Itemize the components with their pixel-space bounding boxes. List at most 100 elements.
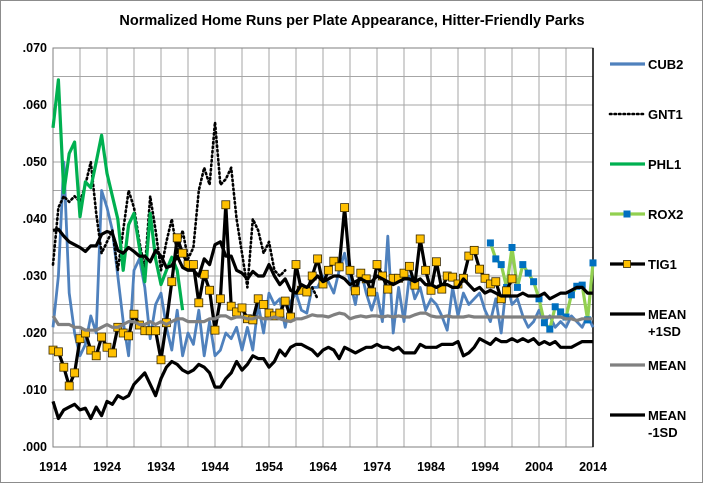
legend-label-line2: +1SD [648, 324, 681, 339]
legend-item-mean-1sd: MEAN -1SD [610, 408, 686, 440]
x-tick-label: 1974 [363, 460, 391, 474]
legend-label: MEAN [648, 408, 686, 423]
x-tick-label: 1984 [417, 460, 445, 474]
data-point-tig1 [167, 277, 177, 287]
data-point-tig1 [507, 274, 517, 284]
data-point-tig1 [421, 265, 431, 275]
series-line-mean [51, 311, 593, 332]
data-point-tig1 [291, 260, 301, 270]
legend: CUB2 GNT1 PHL1 ROX2 TIG1 MEAN +1SD MEAN MEAN -1SD [608, 57, 686, 440]
data-point-tig1 [151, 326, 161, 336]
data-point-tig1 [59, 362, 69, 372]
legend-item-phl1: PHL1 [610, 157, 681, 172]
data-point-tig1 [404, 261, 414, 271]
data-point-tig1 [129, 309, 139, 319]
legend-item-rox2: ROX2 [610, 207, 683, 222]
x-tick-label: 1954 [255, 460, 283, 474]
data-point-tig1 [302, 287, 312, 297]
legend-label: PHL1 [648, 157, 681, 172]
data-point-tig1 [448, 272, 458, 282]
data-point-tig1 [367, 287, 377, 297]
data-point-tig1 [275, 308, 285, 318]
data-point-rox2 [486, 239, 494, 247]
data-point-tig1 [70, 368, 79, 378]
series-phl1 [51, 78, 185, 311]
data-point-rox2 [540, 319, 548, 327]
series-group [48, 78, 597, 421]
data-point-tig1 [194, 298, 204, 308]
legend-item-cub2: CUB2 [610, 57, 683, 72]
data-point-tig1 [350, 286, 360, 296]
data-point-rox2 [492, 255, 500, 263]
data-point-rox2 [513, 283, 521, 291]
x-tick-label: 2004 [525, 460, 553, 474]
data-point-tig1 [491, 277, 501, 287]
data-point-rox2 [567, 291, 575, 299]
data-point-tig1 [102, 342, 112, 352]
data-point-tig1 [75, 334, 85, 344]
series-line-mean-1sd [51, 337, 593, 421]
y-tick-label: .030 [23, 269, 47, 283]
series-mean-1sd [51, 337, 593, 421]
data-point-tig1 [108, 348, 117, 358]
data-point-rox2 [535, 295, 543, 303]
data-point-tig1 [399, 268, 409, 278]
data-point-rox2 [557, 308, 565, 316]
data-point-tig1 [323, 265, 333, 275]
axes: .000 .010 .020 .030 .040 .050 .060 .070 1914 1924… [23, 41, 607, 474]
data-point-rox2 [589, 259, 597, 267]
data-point-tig1 [372, 260, 382, 270]
data-point-tig1 [356, 268, 366, 278]
legend-label: MEAN [648, 358, 686, 373]
data-point-tig1 [313, 254, 323, 264]
data-point-tig1 [215, 294, 225, 304]
data-point-tig1 [64, 381, 74, 391]
data-point-tig1 [91, 351, 101, 361]
x-tick-label: 1944 [201, 460, 229, 474]
data-point-rox2 [497, 261, 505, 269]
legend-label-line2: -1SD [648, 425, 678, 440]
legend-label: GNT1 [648, 107, 683, 122]
legend-item-tig1: TIG1 [610, 257, 677, 272]
data-point-tig1 [415, 234, 425, 244]
data-point-tig1 [383, 284, 393, 294]
x-tick-label: 2014 [579, 460, 607, 474]
series-line-gnt1 [51, 120, 319, 301]
x-tick-label: 1914 [39, 460, 67, 474]
data-point-tig1 [226, 301, 236, 311]
data-point-tig1 [221, 200, 231, 210]
data-point-tig1 [431, 257, 441, 267]
data-point-tig1 [502, 286, 512, 296]
legend-label: MEAN [648, 307, 686, 322]
data-point-rox2 [546, 325, 554, 333]
data-point-tig1 [54, 347, 63, 357]
data-point-tig1 [210, 325, 220, 335]
data-point-tig1 [178, 248, 188, 258]
data-point-tig1 [345, 265, 355, 275]
legend-item-mean-1sd: MEAN +1SD [610, 307, 686, 339]
data-point-tig1 [259, 300, 269, 309]
legend-marker-tig1 [623, 260, 631, 268]
legend-label: ROX2 [648, 207, 683, 222]
x-tick-label: 1994 [471, 460, 499, 474]
data-point-rox2 [551, 303, 559, 311]
chart-title: Normalized Home Runs per Plate Appearanc… [119, 13, 584, 29]
series-line-mean-1sd [52, 227, 593, 301]
data-point-tig1 [205, 285, 215, 295]
data-point-tig1 [156, 355, 166, 365]
x-tick-label: 1924 [93, 460, 121, 474]
data-point-tig1 [172, 233, 182, 243]
data-point-tig1 [280, 296, 290, 306]
data-point-tig1 [253, 294, 263, 304]
y-tick-label: .040 [23, 212, 47, 226]
data-point-tig1 [329, 256, 339, 266]
legend-label: CUB2 [648, 57, 683, 72]
y-tick-label: .000 [23, 440, 47, 454]
y-tick-label: .020 [23, 326, 47, 340]
legend-label: TIG1 [648, 257, 677, 272]
series-line-phl1 [51, 78, 185, 311]
data-point-tig1 [237, 303, 247, 313]
y-tick-label: .010 [23, 383, 47, 397]
data-point-tig1 [334, 262, 344, 272]
